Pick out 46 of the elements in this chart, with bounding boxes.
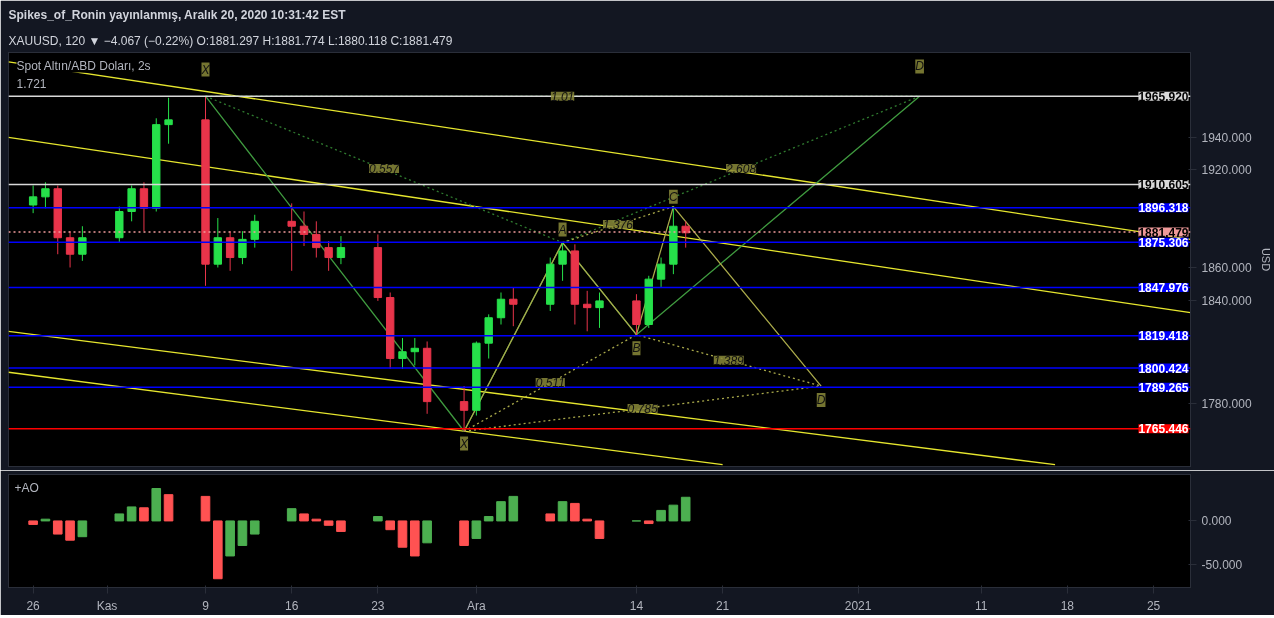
y-tick-label: -50.000 <box>1201 558 1243 573</box>
ref-line-label: 1847.976 <box>1138 281 1189 296</box>
x-tick-label: 16 <box>285 598 299 613</box>
x-tick-label: 2021 <box>844 598 872 613</box>
annotation: 2.608 <box>725 162 757 177</box>
annotation: X <box>459 436 470 451</box>
x-tick-label: Ara <box>467 598 487 613</box>
ref-line-label: 1910.605 <box>1138 178 1189 193</box>
annotation: 0.785 <box>627 402 658 417</box>
annotation: D <box>816 392 826 407</box>
y-axis-title: USD <box>1259 247 1272 272</box>
y-tick-label: 1940.000 <box>1201 130 1252 145</box>
y-tick-label: 1840.000 <box>1201 294 1252 309</box>
chart-subtitle: XAUUSD, 120 ▼ −4.067 (−0.22%) O:1881.297 H:1881.774 L:1880.118 C:1881.479 <box>8 33 453 48</box>
annotation: D <box>915 59 925 74</box>
annotation: 1.721 <box>16 76 47 91</box>
ref-line-label: 1789.265 <box>1138 380 1189 395</box>
ref-line-label: 1765.446 <box>1138 422 1189 437</box>
x-tick-label: 14 <box>629 598 644 613</box>
y-tick-label: 1860.000 <box>1201 260 1252 275</box>
y-tick-label: 0.000 <box>1201 514 1232 529</box>
annotation: B <box>632 341 641 356</box>
chart-title: Spikes_of_Ronin yayınlanmış, Aralık 20, 2020 10:31:42 EST <box>8 7 347 22</box>
annotation: 1.389 <box>713 353 745 368</box>
x-tick-label: 26 <box>26 598 41 613</box>
x-tick-label: 21 <box>715 598 730 613</box>
annotation: Spot Altın/ABD Doları, 2s <box>16 58 151 73</box>
annotation: A <box>557 222 567 237</box>
ref-line-label: 1819.418 <box>1138 329 1189 344</box>
x-tick-label: 18 <box>1060 598 1075 613</box>
annotation: 0.511 <box>535 376 565 391</box>
text: +AO <box>14 480 39 495</box>
x-tick-label: Kas <box>96 598 118 613</box>
x-tick-label: 11 <box>974 598 988 613</box>
annotation: C <box>669 189 679 204</box>
ref-line-label: 1965.920 <box>1138 89 1189 104</box>
x-tick-label: 23 <box>371 598 385 613</box>
annotation: 1.376 <box>602 218 634 233</box>
ref-line-label: 1896.318 <box>1138 201 1189 216</box>
y-tick-label: 1920.000 <box>1201 162 1252 177</box>
y-tick-label: 1780.000 <box>1201 396 1252 411</box>
x-tick-label: 9 <box>202 598 210 613</box>
annotation: 1.01 <box>550 89 575 104</box>
annotation: X <box>200 62 211 77</box>
x-tick-label: 25 <box>1146 598 1161 613</box>
ref-line-label: 1800.424 <box>1138 361 1189 376</box>
